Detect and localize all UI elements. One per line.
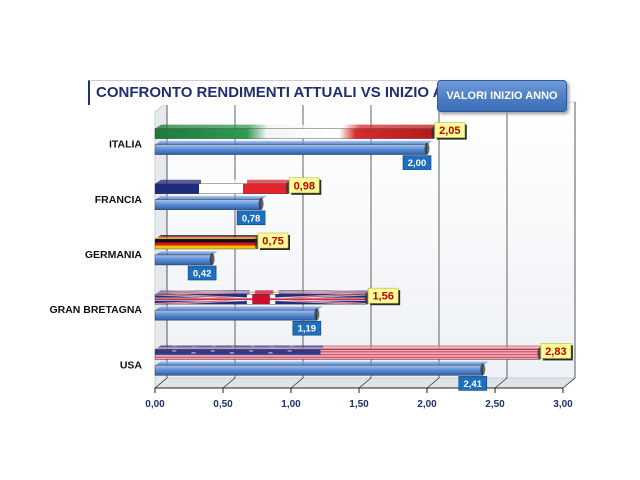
bar-inizio-anno-cap [258, 197, 264, 210]
gridline-floor [426, 377, 440, 389]
x-tick-label: 3,00 [553, 399, 573, 410]
data-label-inizio-anno: 0,78 [242, 213, 261, 224]
data-label-current: 2,05 [439, 125, 460, 137]
gridline-floor [358, 377, 372, 389]
bar-current [154, 128, 434, 139]
bar-inizio-anno-top [155, 251, 219, 255]
bar-current-top [155, 179, 295, 184]
data-label-box [540, 343, 572, 359]
data-label-current: 2,83 [545, 346, 566, 358]
category-label: GERMANIA [85, 249, 143, 261]
data-label-box [187, 265, 217, 281]
bar-inizio-anno [154, 144, 428, 155]
bar-inizio-anno-cap [480, 363, 486, 376]
bar-inizio-anno [154, 310, 318, 321]
gridline-floor [562, 377, 576, 389]
gridline-floor [290, 377, 304, 389]
bar-inizio-anno [154, 365, 483, 376]
data-label-box [434, 122, 466, 138]
bar-inizio-anno [154, 254, 213, 266]
x-tick-label: 2,50 [485, 399, 505, 410]
category-label: GRAN BRETAGNA [49, 304, 142, 316]
bar-inizio-anno-cap [314, 308, 320, 321]
gridline-floor [222, 377, 236, 389]
data-label-inizio-anno: 2,41 [464, 379, 483, 390]
category-label: FRANCIA [95, 194, 143, 206]
category-label: USA [120, 359, 143, 371]
data-label-box [402, 155, 432, 170]
bar-inizio-anno-top [155, 195, 268, 200]
gridline-floor [494, 377, 508, 389]
legend-entry: VALORI INIZIO ANNO [437, 80, 567, 112]
bar-inizio-anno-cap [209, 253, 215, 265]
bar-current-top [155, 290, 374, 295]
data-label-box [288, 177, 320, 194]
bar-inizio-anno [154, 199, 262, 211]
x-tick-label: 1,50 [349, 399, 369, 410]
bar-current [154, 349, 541, 360]
bar-current-top [155, 235, 263, 239]
data-label-inizio-anno: 1,19 [298, 324, 317, 335]
bar-inizio-anno-cap [424, 142, 430, 155]
bar-inizio-anno-top [155, 361, 489, 366]
data-label-box [458, 376, 488, 391]
bar-current [154, 294, 368, 305]
bar-current [154, 183, 289, 195]
category-label: ITALIA [109, 139, 142, 151]
bar-current-top [155, 124, 440, 129]
bar-inizio-anno-top [155, 306, 323, 311]
data-label-box [236, 210, 266, 226]
bar-current [154, 238, 258, 250]
data-label-current: 0,98 [294, 180, 315, 192]
chart-title: CONFRONTO RENDIMENTI ATTUALI VS INIZIO A… [88, 80, 456, 105]
data-label-inizio-anno: 2,00 [408, 158, 427, 169]
data-label-inizio-anno: 0,42 [193, 269, 212, 280]
data-label-box [257, 232, 289, 249]
x-tick-label: 1,00 [281, 399, 301, 410]
bar-inizio-anno-top [155, 140, 433, 145]
gridline-floor [154, 377, 168, 389]
data-label-box [292, 320, 322, 336]
data-label-current: 1,56 [372, 291, 393, 303]
x-tick-label: 0,00 [145, 399, 165, 410]
bar-current-top [155, 345, 546, 350]
data-label-current: 0,75 [262, 236, 283, 248]
data-label-box [367, 287, 399, 304]
x-tick-label: 2,00 [417, 399, 437, 410]
x-tick-label: 0,50 [213, 399, 233, 410]
